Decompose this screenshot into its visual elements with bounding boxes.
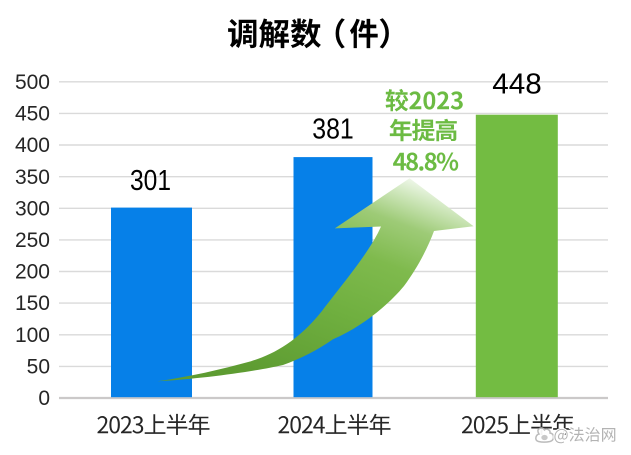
svg-text:100: 100 [15, 324, 50, 347]
svg-text:300: 300 [15, 197, 50, 220]
svg-text:0: 0 [38, 387, 50, 410]
svg-text:200: 200 [15, 261, 50, 284]
svg-text:400: 400 [15, 134, 50, 157]
svg-text:301: 301 [130, 165, 171, 197]
svg-text:250: 250 [15, 229, 50, 252]
svg-text:500: 500 [15, 71, 50, 94]
svg-text:450: 450 [15, 103, 50, 126]
svg-text:448: 448 [492, 68, 542, 100]
svg-text:350: 350 [15, 166, 50, 189]
svg-text:150: 150 [15, 292, 50, 315]
svg-text:381: 381 [312, 113, 354, 145]
svg-text:50: 50 [27, 356, 50, 379]
